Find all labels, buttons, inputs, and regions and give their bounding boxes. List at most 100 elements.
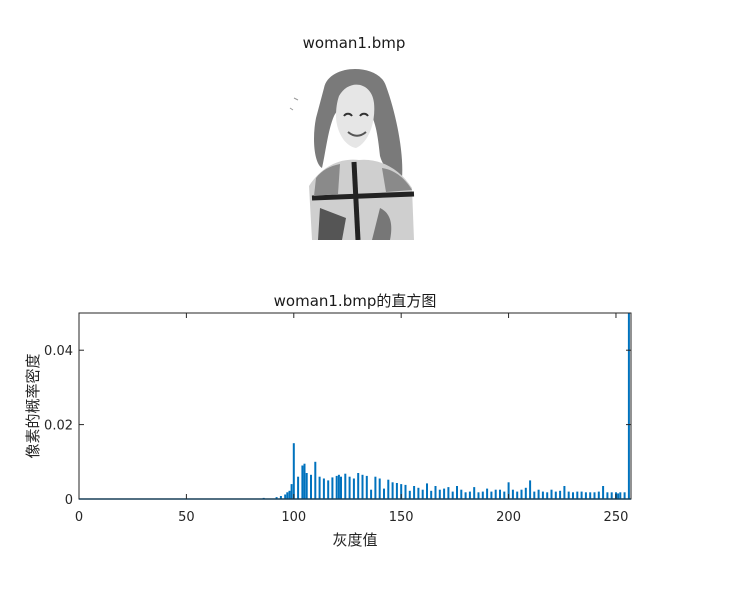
histogram-bar (314, 461, 317, 499)
histogram-bar (387, 479, 390, 499)
grayscale-photo (289, 68, 415, 240)
x-tick-label: 150 (389, 510, 414, 525)
histogram-bar (335, 475, 338, 499)
histogram-bar (292, 443, 295, 499)
histogram-bar (554, 491, 557, 499)
histogram-bar (602, 486, 605, 499)
histogram-bar (443, 488, 446, 499)
histogram-bar (606, 492, 609, 499)
histogram-bar (619, 492, 622, 499)
histogram-bar (370, 489, 373, 499)
histogram-bar (322, 478, 325, 499)
histogram-bar (464, 492, 467, 499)
histogram-bar (473, 487, 476, 499)
histogram-bar (318, 476, 321, 499)
histogram-bar (438, 489, 441, 499)
histogram-bar (426, 483, 428, 499)
histogram-bar (593, 492, 596, 499)
x-tick-label: 200 (496, 510, 521, 525)
histogram-bar (421, 489, 424, 499)
histogram-bar (400, 484, 403, 499)
histogram-bar (597, 491, 600, 499)
histogram-bar (617, 493, 620, 499)
histogram-bar (589, 492, 592, 499)
histogram-bar (361, 474, 364, 499)
histogram-bar (447, 487, 450, 499)
histogram-bar (490, 491, 493, 499)
histogram-bar (395, 483, 398, 499)
plot-area-frame (78, 312, 632, 500)
histogram-bar (546, 492, 549, 499)
histogram-bar (550, 489, 553, 499)
histogram-bar (559, 490, 562, 499)
histogram-bar (511, 489, 514, 499)
histogram-bar (430, 490, 433, 499)
histogram-bar (563, 486, 566, 499)
histogram-bar (310, 474, 312, 499)
histogram-bar (456, 486, 458, 499)
histogram-bar (305, 473, 308, 499)
x-tick-label: 0 (75, 510, 83, 525)
y-tick-label: 0.02 (44, 419, 73, 434)
histogram-bar (580, 491, 583, 499)
chart-title: woman1.bmp的直方图 (273, 292, 437, 310)
histogram-bar (365, 475, 368, 499)
histogram-bar (434, 486, 437, 499)
histogram-bar (357, 473, 360, 499)
histogram-bar (503, 491, 506, 499)
histogram-bar (286, 492, 289, 499)
histogram-bar (516, 491, 519, 499)
histogram-bar (520, 489, 523, 499)
x-tick-label: 250 (604, 510, 629, 525)
histogram-bar (507, 482, 510, 499)
histogram-bar (627, 313, 630, 499)
y-axis-label: 像素的概率密度 (24, 353, 42, 458)
histogram-bar (337, 474, 340, 499)
histogram-bar (572, 492, 574, 499)
histogram-bar (494, 489, 497, 499)
histogram-bar (344, 473, 347, 499)
histogram-bar (297, 476, 300, 499)
histogram-bar (374, 476, 377, 499)
histogram-bar (303, 463, 306, 499)
histogram-bar (468, 491, 471, 499)
histogram-bar (340, 476, 342, 499)
histogram-bar (284, 494, 287, 499)
histogram-bar (301, 465, 304, 499)
histogram-bar (288, 490, 291, 499)
histogram-bar (486, 488, 489, 499)
histogram-bar (477, 492, 480, 499)
histogram-bar (460, 489, 463, 499)
histogram-bar (610, 492, 613, 499)
histogram-bar (584, 492, 587, 499)
histogram-bar (537, 489, 540, 499)
histogram-bar (417, 487, 420, 499)
histogram-bar (481, 491, 484, 499)
y-tick-label: 0 (65, 493, 73, 508)
histogram-bar (499, 489, 501, 499)
histogram-bar (383, 488, 385, 499)
histogram-bar (529, 480, 532, 499)
histogram-bar (404, 484, 407, 499)
histogram-bar (567, 491, 570, 499)
histogram-bar (348, 476, 351, 499)
histogram-bar (413, 486, 416, 499)
histogram-bar (275, 497, 278, 499)
histogram-bar (408, 490, 411, 499)
image-title: woman1.bmp (302, 34, 406, 52)
histogram-bar (327, 480, 330, 499)
y-tick-label: 0.04 (44, 344, 73, 359)
histogram-bar (541, 491, 544, 499)
histogram-bar (451, 491, 454, 499)
histogram-bar (331, 477, 334, 499)
histogram-bar (391, 482, 394, 499)
histogram-bar (524, 487, 527, 499)
histogram-bar (378, 478, 381, 499)
histogram-bar (279, 496, 282, 499)
x-axis-label: 灰度值 (332, 531, 377, 549)
histogram-bar (352, 478, 355, 499)
x-tick-label: 100 (281, 510, 306, 525)
x-tick-label: 50 (178, 510, 195, 525)
histogram-bar (533, 491, 536, 499)
